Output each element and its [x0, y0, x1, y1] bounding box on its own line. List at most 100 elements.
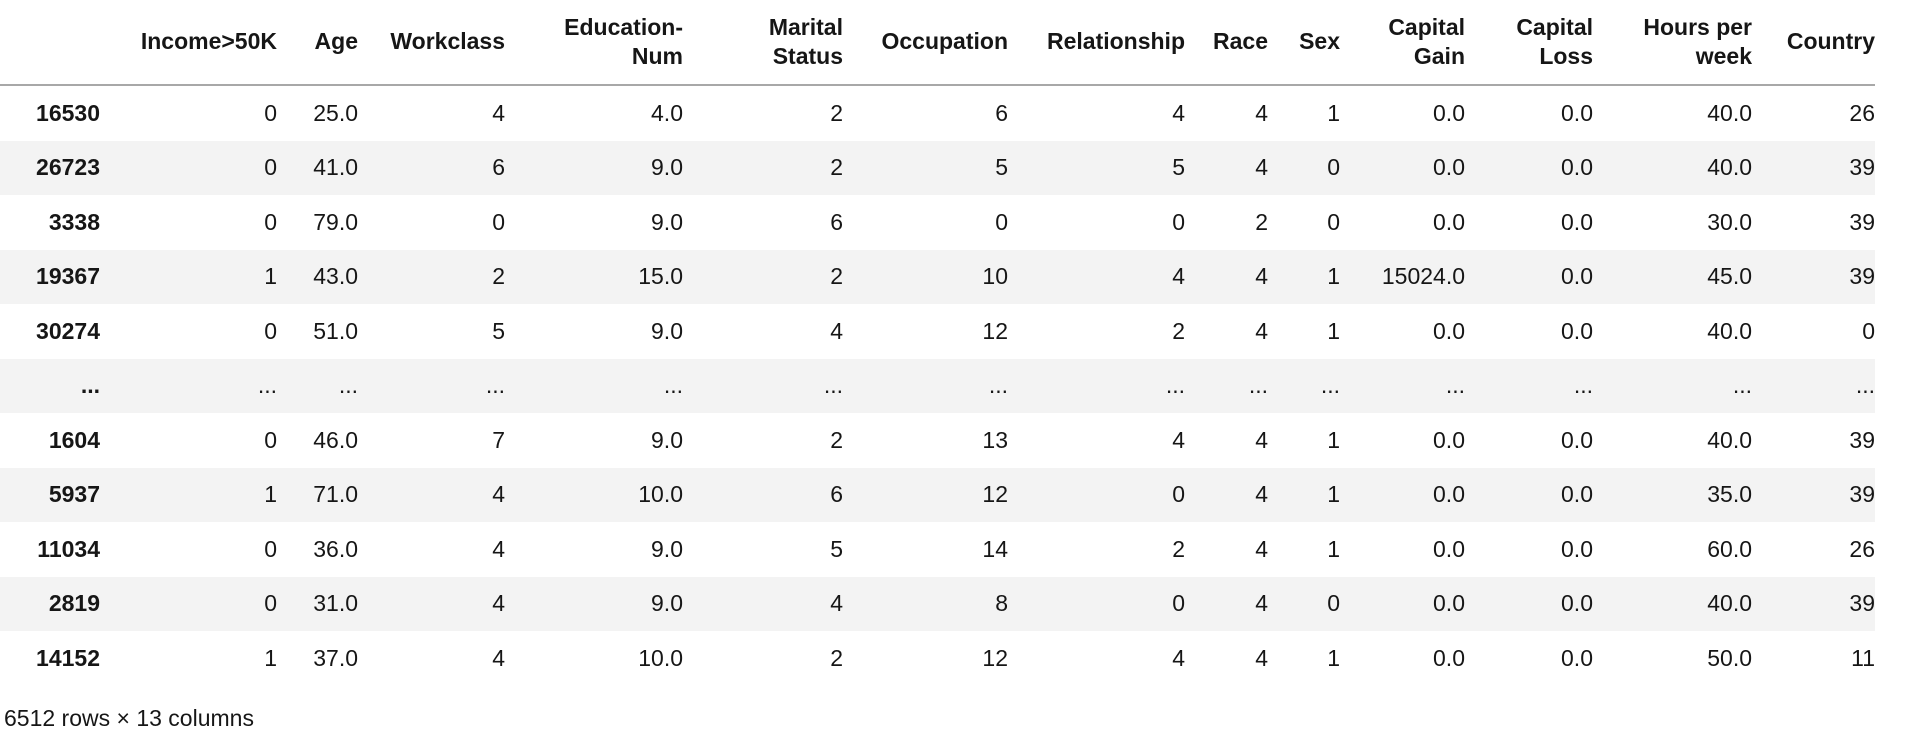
table-row: 1604 0 46.0 7 9.0 2 13 4 4 1 0.0 0.0 40.0 39 — [0, 413, 1875, 468]
column-header-3: Education-Num — [505, 0, 683, 86]
table-cell: 4 — [1172, 99, 1185, 126]
table-cell: 0.0 — [1433, 644, 1465, 671]
table-cell: 51.0 — [313, 317, 358, 344]
table-cell: 0 — [264, 208, 277, 235]
table-cell: 12 — [982, 317, 1008, 344]
table-cell: 0 — [1172, 590, 1185, 617]
table-cell: 0 — [1172, 208, 1185, 235]
table-row: 16530 0 25.0 4 4.0 2 6 4 4 1 0.0 0.0 40.0 26 — [0, 85, 1875, 141]
table-cell: 4 — [1255, 535, 1268, 562]
table-cell: 43.0 — [313, 263, 358, 290]
table-row: 5937 1 71.0 4 10.0 6 12 0 4 1 0.0 0.0 35.0 39 — [0, 467, 1875, 522]
table-cell: 0.0 — [1433, 426, 1465, 453]
table-cell: ... — [1732, 372, 1752, 399]
table-cell: 39 — [1849, 426, 1875, 453]
table-row: 26723 0 41.0 6 9.0 2 5 5 4 0 0.0 0.0 40.0 39 — [0, 140, 1875, 195]
table-cell: 31.0 — [313, 590, 358, 617]
table-cell: 4 — [1255, 481, 1268, 508]
table-cell: 71.0 — [313, 481, 358, 508]
table-cell: ... — [988, 372, 1008, 399]
table-cell: 40.0 — [1707, 99, 1752, 126]
table-cell: 0 — [264, 426, 277, 453]
index-header — [0, 0, 100, 86]
table-cell: 1 — [1327, 535, 1340, 562]
table-cell: 40.0 — [1707, 154, 1752, 181]
row-index: 1604 — [48, 426, 100, 453]
column-header-5: Occupation — [843, 0, 1008, 86]
table-cell: ... — [823, 372, 843, 399]
table-cell: 4 — [1172, 426, 1185, 453]
table-cell: 9.0 — [651, 154, 683, 181]
dataframe-body: 16530 0 25.0 4 4.0 2 6 4 4 1 0.0 0.0 40.0 26 26723 0 41.… — [0, 85, 1875, 686]
table-cell: 0 — [264, 154, 277, 181]
table-cell: 0.0 — [1561, 99, 1593, 126]
row-index: 11034 — [37, 535, 100, 562]
table-cell: 4.0 — [651, 99, 683, 126]
table-cell: 14 — [982, 535, 1008, 562]
table-row: 11034 0 36.0 4 9.0 5 14 2 4 1 0.0 0.0 60.0 26 — [0, 522, 1875, 577]
table-cell: 10.0 — [638, 481, 683, 508]
table-cell: 0.0 — [1561, 263, 1593, 290]
table-cell: 4 — [1255, 426, 1268, 453]
table-cell: 0.0 — [1433, 154, 1465, 181]
table-cell: 0 — [264, 99, 277, 126]
table-cell: 45.0 — [1707, 263, 1752, 290]
table-cell: 0.0 — [1561, 154, 1593, 181]
table-row: ........................................… — [0, 358, 1875, 413]
table-row: 19367 1 43.0 2 15.0 2 10 4 4 1 15024.0 0.0 45.0 39 — [0, 249, 1875, 304]
table-cell: 4 — [492, 644, 505, 671]
table-cell: 50.0 — [1707, 644, 1752, 671]
row-index: 3338 — [48, 208, 100, 235]
table-cell: 4 — [492, 535, 505, 562]
table-cell: 4 — [1255, 154, 1268, 181]
table-cell: 40.0 — [1707, 317, 1752, 344]
table-cell: 5 — [995, 154, 1008, 181]
table-cell: ... — [1165, 372, 1185, 399]
table-cell: 12 — [982, 644, 1008, 671]
table-cell: ... — [257, 372, 277, 399]
row-index: 26723 — [36, 154, 100, 181]
table-cell: 6 — [830, 481, 843, 508]
row-index: 5937 — [48, 481, 100, 508]
table-cell: 4 — [492, 481, 505, 508]
row-index: 16530 — [36, 99, 100, 126]
table-cell: ... — [338, 372, 358, 399]
table-cell: 0.0 — [1433, 317, 1465, 344]
table-cell: 2 — [830, 426, 843, 453]
table-cell: 0.0 — [1433, 590, 1465, 617]
table-cell: 0 — [995, 208, 1008, 235]
table-cell: 11 — [1851, 644, 1875, 671]
column-header-12: Country — [1752, 0, 1875, 86]
table-cell: 9.0 — [651, 426, 683, 453]
table-cell: 1 — [1327, 481, 1340, 508]
table-cell: 41.0 — [313, 154, 358, 181]
table-cell: 46.0 — [313, 426, 358, 453]
row-index: 19367 — [36, 263, 100, 290]
table-cell: 6 — [492, 154, 505, 181]
table-cell: 0.0 — [1433, 481, 1465, 508]
table-cell: 0 — [264, 317, 277, 344]
table-cell: 0.0 — [1561, 590, 1593, 617]
table-cell: 6 — [995, 99, 1008, 126]
dataframe-header: Income>50K Age Workclass Education-Num Marit… — [0, 0, 1875, 86]
table-cell: 1 — [1327, 317, 1340, 344]
table-cell: 0 — [1862, 317, 1875, 344]
column-header-1: Age — [277, 0, 358, 86]
table-cell: 4 — [1172, 644, 1185, 671]
table-cell: 4 — [1172, 263, 1185, 290]
table-cell: 9.0 — [651, 317, 683, 344]
table-cell: 5 — [1172, 154, 1185, 181]
table-cell: 2 — [830, 99, 843, 126]
table-cell: 26 — [1849, 535, 1875, 562]
table-cell: 13 — [982, 426, 1008, 453]
table-cell: 2 — [830, 263, 843, 290]
table-row: 30274 0 51.0 5 9.0 4 12 2 4 1 0.0 0.0 40.0 0 — [0, 304, 1875, 359]
table-cell: 2 — [1172, 535, 1185, 562]
table-cell: ... — [1445, 372, 1465, 399]
table-cell: 0 — [1172, 481, 1185, 508]
table-cell: 2 — [492, 263, 505, 290]
table-cell: 4 — [492, 590, 505, 617]
table-cell: 0.0 — [1561, 644, 1593, 671]
table-cell: 15024.0 — [1381, 263, 1465, 290]
table-row: 3338 0 79.0 0 9.0 6 0 0 2 0 0.0 0.0 30.0 39 — [0, 195, 1875, 250]
